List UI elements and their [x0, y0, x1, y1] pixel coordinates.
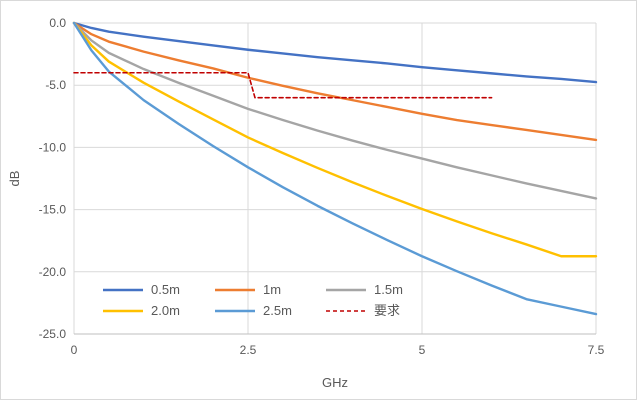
y-axis-title: dB [7, 171, 22, 187]
legend: 0.5m 1m 1.5m 2.0m 2.5m 要求 [103, 282, 403, 318]
y-tick-label: 0.0 [49, 16, 66, 30]
x-tick-label: 2.5 [240, 343, 257, 357]
series-line-2.0m [72, 21, 598, 258]
y-tick-label: -25.0 [39, 327, 67, 341]
legend-label: 2.5m [263, 303, 292, 318]
legend-label: 1m [263, 282, 281, 297]
x-axis-title: GHz [322, 375, 348, 390]
series-line-1m [72, 21, 598, 142]
series-line-2.5m [72, 21, 598, 316]
y-tick-label: -10.0 [39, 140, 67, 154]
x-tick-label: 0 [71, 343, 78, 357]
y-tick-label: -20.0 [39, 265, 67, 279]
legend-label: 0.5m [151, 282, 180, 297]
series-line-0.5m [72, 21, 598, 84]
legend-label: 2.0m [151, 303, 180, 318]
series-line-要求 [73, 71, 493, 99]
legend-label: 1.5m [374, 282, 403, 297]
y-tick-label: -5.0 [45, 78, 66, 92]
x-tick-label: 7.5 [588, 343, 605, 357]
x-tick-label: 5 [419, 343, 426, 357]
legend-label: 要求 [374, 303, 400, 318]
series-line-1.5m [72, 21, 598, 200]
series-layer [72, 21, 598, 316]
labels-layer: 0.0 -5.0 -10.0 -15.0 -20.0 -25.0 0 2.5 5 7.5 GHz dB [7, 16, 605, 390]
y-tick-label: -15.0 [39, 203, 67, 217]
